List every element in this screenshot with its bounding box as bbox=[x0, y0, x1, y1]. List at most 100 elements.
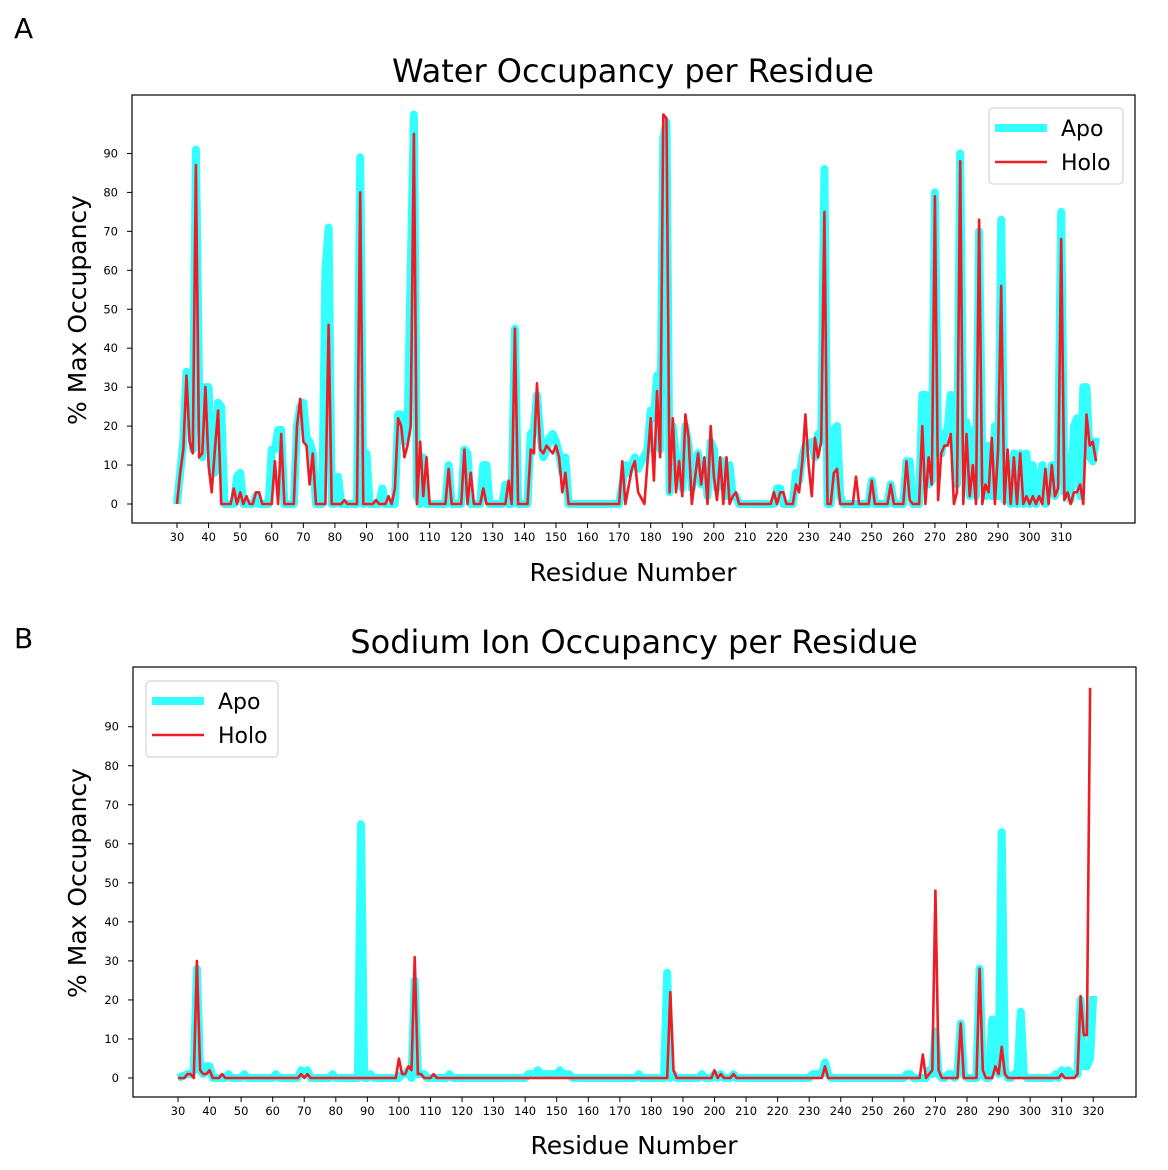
chart-a-xlabel: Residue Number bbox=[529, 558, 737, 587]
chart-a-series-holo bbox=[175, 113, 1098, 506]
chart-b-ytick-label: 20 bbox=[104, 993, 119, 1007]
chart-a-xtick-label: 110 bbox=[419, 530, 441, 544]
chart-b-xtick-label: 70 bbox=[297, 1104, 312, 1118]
chart-a-ytick-label: 30 bbox=[103, 380, 118, 394]
panel-a-letter: A bbox=[14, 12, 33, 45]
chart-b-xtick-label: 310 bbox=[1051, 1104, 1073, 1118]
chart-b-xtick-label: 230 bbox=[798, 1104, 820, 1118]
chart-b-ytick-label: 10 bbox=[104, 1032, 119, 1046]
chart-b-ytick-label: 60 bbox=[104, 837, 119, 851]
chart-b-xtick-label: 270 bbox=[924, 1104, 946, 1118]
chart-b-xtick-label: 240 bbox=[830, 1104, 852, 1118]
chart-a-xtick-label: 190 bbox=[671, 530, 693, 544]
chart-b-xtick-label: 80 bbox=[328, 1104, 343, 1118]
chart-b-series-holo bbox=[178, 687, 1092, 1080]
chart-b-series-apo bbox=[176, 820, 1098, 1082]
chart-a-xtick-label: 150 bbox=[545, 530, 567, 544]
chart-b-xtick-label: 170 bbox=[609, 1104, 631, 1118]
chart-a-xtick-label: 60 bbox=[264, 530, 279, 544]
chart-b-xtick-label: 40 bbox=[202, 1104, 217, 1118]
chart-a-xtick-label: 280 bbox=[956, 530, 978, 544]
chart-a-title: Water Occupancy per Residue bbox=[392, 52, 874, 90]
chart-b-ytick-label: 80 bbox=[104, 759, 119, 773]
chart-b-xtick-label: 100 bbox=[388, 1104, 410, 1118]
chart-a-plot: 30 40 50 60 70 80 90 100 110 120 130 140 150 160 170 18… bbox=[103, 94, 1136, 544]
chart-b-ylabel: % Max Occupancy bbox=[63, 768, 92, 998]
chart-a-xtick-label: 30 bbox=[170, 530, 185, 544]
chart-a-ytick-label: 10 bbox=[103, 458, 118, 472]
chart-a-xtick-label: 310 bbox=[1050, 530, 1072, 544]
chart-b-legend-label-holo: Holo bbox=[218, 724, 268, 749]
chart-a-ytick-label: 40 bbox=[103, 341, 118, 355]
chart-b-title: Sodium Ion Occupancy per Residue bbox=[350, 623, 917, 661]
chart-b-xtick-label: 180 bbox=[640, 1104, 662, 1118]
chart-a-ytick-label: 50 bbox=[103, 302, 118, 316]
chart-b-xtick-label: 210 bbox=[735, 1104, 757, 1118]
chart-b-xtick-label: 280 bbox=[956, 1104, 978, 1118]
chart-a-xtick-label: 80 bbox=[328, 530, 343, 544]
chart-b-plot: 30 40 50 60 70 80 90 100 110 120 130 140 150 160 170 18… bbox=[104, 666, 1137, 1118]
chart-b-ytick-label: 40 bbox=[104, 915, 119, 929]
chart-a-xtick-label: 260 bbox=[892, 530, 914, 544]
chart-b-legend-label-apo: Apo bbox=[218, 690, 260, 715]
chart-a-ytick-label: 80 bbox=[103, 185, 118, 199]
chart-b-xtick-label: 190 bbox=[672, 1104, 694, 1118]
chart-a-xtick-label: 130 bbox=[482, 530, 504, 544]
chart-b-xtick-label: 140 bbox=[514, 1104, 536, 1118]
chart-a-xtick-label: 100 bbox=[387, 530, 409, 544]
chart-a-ytick-label: 0 bbox=[111, 497, 118, 511]
chart-a-xtick-label: 250 bbox=[861, 530, 883, 544]
chart-b-ytick-label: 90 bbox=[104, 720, 119, 734]
chart-b-xtick-label: 250 bbox=[861, 1104, 883, 1118]
chart-b-xtick-label: 130 bbox=[483, 1104, 505, 1118]
chart-b-xtick-label: 30 bbox=[171, 1104, 186, 1118]
chart-a-xtick-label: 180 bbox=[640, 530, 662, 544]
chart-b-xtick-label: 260 bbox=[893, 1104, 915, 1118]
chart-b-ytick-label: 0 bbox=[112, 1071, 119, 1085]
chart-b-xtick-label: 90 bbox=[360, 1104, 375, 1118]
chart-a-xtick-label: 40 bbox=[201, 530, 216, 544]
chart-a-xtick-label: 230 bbox=[798, 530, 820, 544]
chart-a-ytick-label: 90 bbox=[103, 146, 118, 160]
chart-a-ytick-label: 70 bbox=[103, 224, 118, 238]
chart-b-xtick-label: 50 bbox=[234, 1104, 249, 1118]
chart-a-ytick-label: 20 bbox=[103, 419, 118, 433]
chart-a-xtick-label: 220 bbox=[766, 530, 788, 544]
chart-b-ytick-label: 30 bbox=[104, 954, 119, 968]
chart-a-xtick-label: 120 bbox=[450, 530, 472, 544]
chart-b-xtick-label: 60 bbox=[265, 1104, 280, 1118]
chart-b-xtick-label: 120 bbox=[451, 1104, 473, 1118]
chart-a-xtick-label: 70 bbox=[296, 530, 311, 544]
panel-b-letter: B bbox=[14, 622, 33, 655]
chart-a-xtick-label: 160 bbox=[577, 530, 599, 544]
chart-b-legend: Apo Holo bbox=[145, 680, 279, 758]
chart-b-xtick-label: 110 bbox=[420, 1104, 442, 1118]
chart-a-ytick-label: 60 bbox=[103, 263, 118, 277]
chart-a-legend: Apo Holo bbox=[988, 107, 1124, 185]
chart-a-xtick-label: 290 bbox=[987, 530, 1009, 544]
chart-a-xtick-label: 270 bbox=[924, 530, 946, 544]
chart-b-xtick-label: 320 bbox=[1082, 1104, 1104, 1118]
chart-b-ytick-label: 70 bbox=[104, 798, 119, 812]
chart-b-axes-frame bbox=[132, 666, 1137, 1098]
chart-a-xtick-label: 140 bbox=[513, 530, 535, 544]
chart-a-xtick-label: 200 bbox=[703, 530, 725, 544]
chart-b-xtick-label: 150 bbox=[546, 1104, 568, 1118]
chart-b-xtick-label: 220 bbox=[767, 1104, 789, 1118]
chart-b-ytick-label: 50 bbox=[104, 876, 119, 890]
chart-b-xtick-label: 300 bbox=[1019, 1104, 1041, 1118]
chart-b-xtick-label: 290 bbox=[988, 1104, 1010, 1118]
chart-a-legend-label-apo: Apo bbox=[1061, 117, 1103, 142]
chart-b-xtick-label: 200 bbox=[704, 1104, 726, 1118]
chart-a-legend-label-holo: Holo bbox=[1061, 151, 1111, 176]
chart-a-ylabel: % Max Occupancy bbox=[63, 195, 92, 425]
chart-a-xtick-label: 240 bbox=[829, 530, 851, 544]
chart-a-xtick-label: 90 bbox=[359, 530, 374, 544]
chart-b-xlabel: Residue Number bbox=[530, 1131, 738, 1160]
chart-a-xtick-label: 50 bbox=[233, 530, 248, 544]
chart-b-xtick-label: 160 bbox=[577, 1104, 599, 1118]
chart-a-xtick-label: 300 bbox=[1019, 530, 1041, 544]
chart-a-xtick-label: 210 bbox=[734, 530, 756, 544]
chart-a-xtick-label: 170 bbox=[608, 530, 630, 544]
